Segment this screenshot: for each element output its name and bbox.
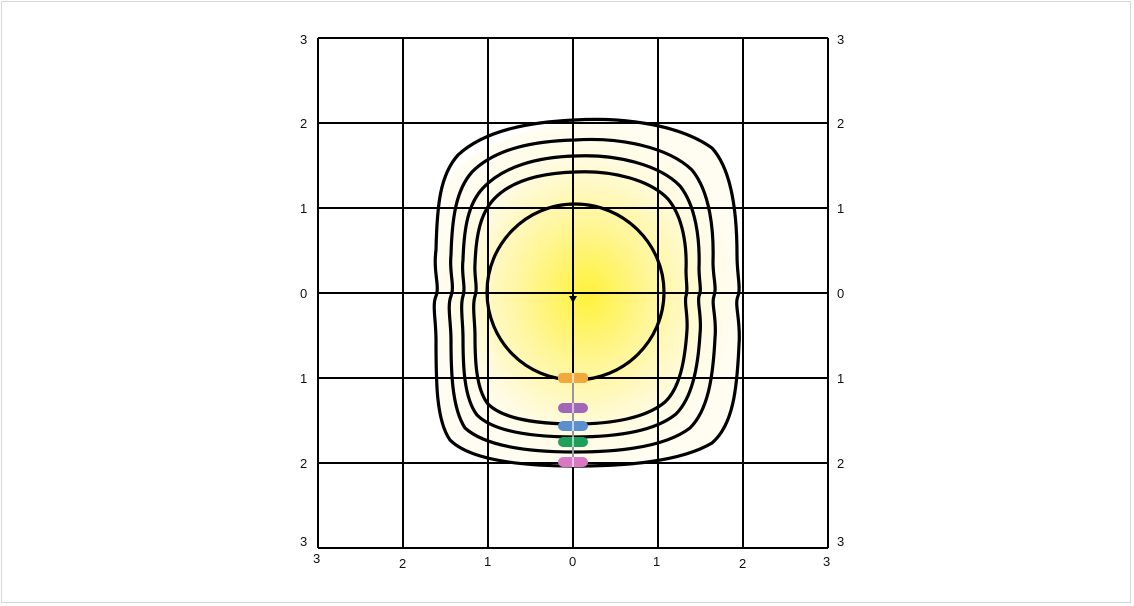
center-arrow-icon xyxy=(569,296,577,303)
y-tick-label-right: 1 xyxy=(837,371,844,386)
y-tick-label-left: 2 xyxy=(300,456,307,471)
y-tick-label-right: 2 xyxy=(837,456,844,471)
x-tick-label: 0 xyxy=(569,554,576,569)
y-tick-label-left: 0 xyxy=(300,286,307,301)
x-tick-label: 2 xyxy=(739,556,746,571)
x-tick-label: 3 xyxy=(313,551,320,566)
center-point xyxy=(569,290,577,303)
x-tick-label: 3 xyxy=(823,554,830,569)
contour-line xyxy=(447,137,718,454)
y-tick-label-right: 0 xyxy=(837,286,844,301)
markers xyxy=(558,373,588,467)
x-tick-label: 2 xyxy=(399,556,406,571)
x-axis-labels: 3 2 1 0 1 2 3 xyxy=(313,551,830,571)
y-tick-label-right: 2 xyxy=(837,116,844,131)
x-tick-label: 1 xyxy=(484,554,491,569)
y-axis-right-labels: 3 2 1 0 1 2 3 xyxy=(837,32,844,549)
y-axis-left-labels: 3 2 1 0 1 2 3 xyxy=(300,32,307,549)
y-tick-label-left: 3 xyxy=(300,534,307,549)
y-tick-label-left: 1 xyxy=(300,371,307,386)
y-tick-label-right: 3 xyxy=(837,534,844,549)
y-tick-label-left: 2 xyxy=(300,116,307,131)
y-tick-label-left: 1 xyxy=(300,201,307,216)
y-tick-label-right: 1 xyxy=(837,201,844,216)
y-tick-label-right: 3 xyxy=(837,32,844,47)
y-tick-label-left: 3 xyxy=(300,32,307,47)
x-tick-label: 1 xyxy=(653,554,660,569)
